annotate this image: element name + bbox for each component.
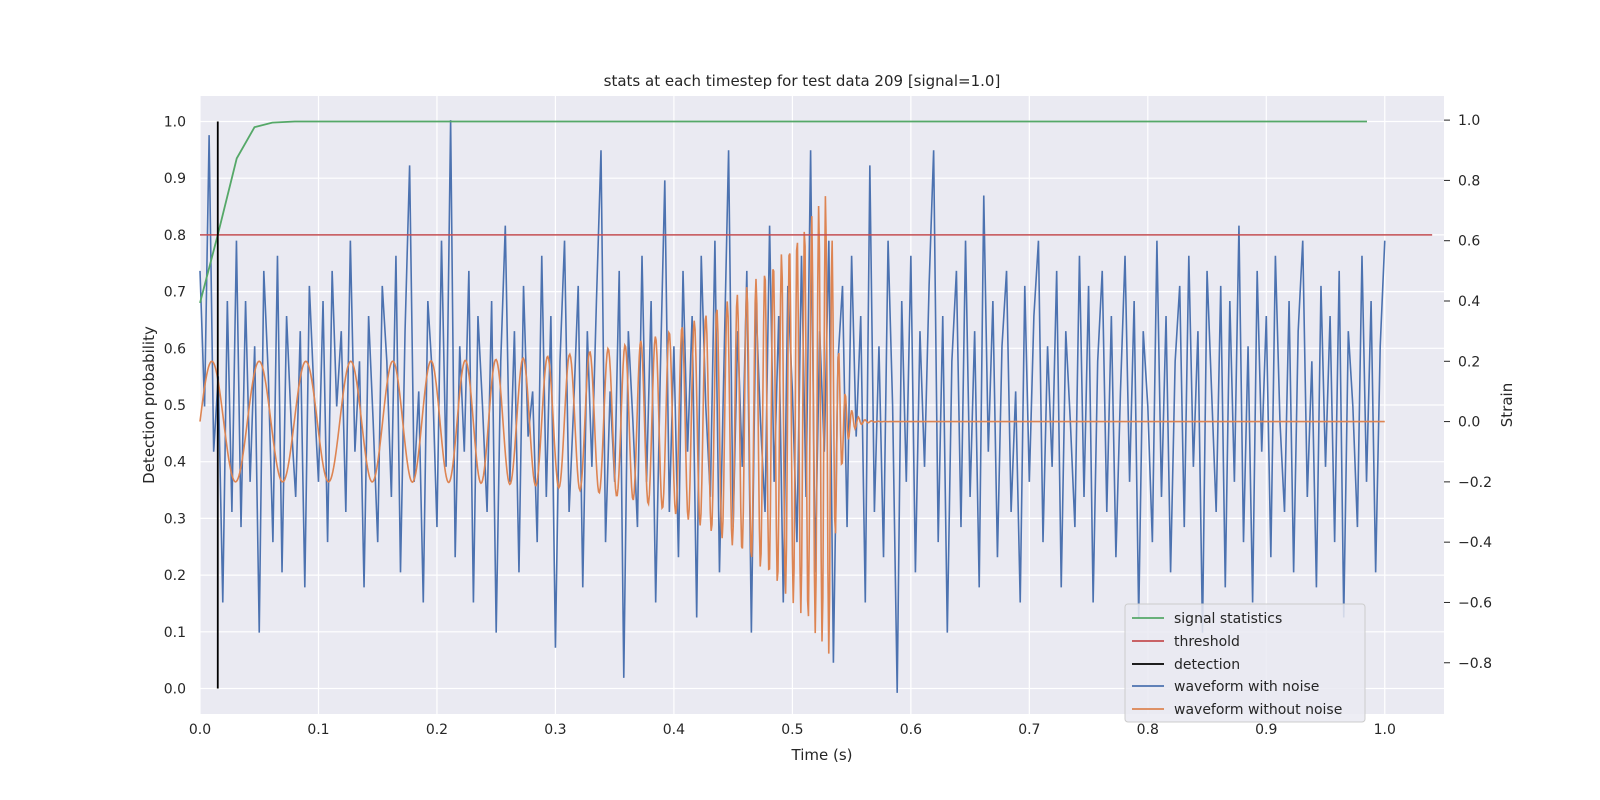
x-tick-label: 0.5 <box>781 722 803 738</box>
series-waveform-with-noise <box>199 120 1386 693</box>
x-tick-label: 0.9 <box>1255 722 1277 738</box>
y-right-tick-label: −0.2 <box>1458 475 1492 491</box>
y-left-tick-label: 0.0 <box>164 681 186 697</box>
x-tick-label: 1.0 <box>1374 722 1396 738</box>
y-right-tick-label: 0.8 <box>1458 173 1480 189</box>
x-tick-label: 0.8 <box>1137 722 1159 738</box>
x-tick-label: 0.7 <box>1018 722 1040 738</box>
y-axis-left-ticks: 0.0 0.1 0.2 0.3 0.4 0.5 0.6 0.7 0.8 0.9 1.0 <box>164 115 186 698</box>
y-right-tick-label: 0.2 <box>1458 354 1480 370</box>
y-left-tick-label: 0.6 <box>164 341 186 357</box>
x-tick-label: 0.3 <box>544 722 566 738</box>
y-right-tick-label: 0.6 <box>1458 234 1480 250</box>
x-axis-ticks: 0.0 0.1 0.2 0.3 0.4 0.5 0.6 0.7 0.8 0.9 1.0 <box>189 722 1396 738</box>
legend-label-waveform-with-noise: waveform with noise <box>1174 679 1319 695</box>
y-left-tick-label: 0.9 <box>164 171 186 187</box>
y-axis-left-label: Detection probability <box>140 326 158 484</box>
y-right-tick-label: 1.0 <box>1458 113 1480 129</box>
chart-title: stats at each timestep for test data 209… <box>604 72 1001 90</box>
y-left-tick-label: 0.5 <box>164 398 186 414</box>
legend-label-waveform-without-noise: waveform without noise <box>1174 702 1342 718</box>
y-left-tick-label: 0.1 <box>164 625 186 641</box>
x-tick-label: 0.6 <box>900 722 922 738</box>
y-left-tick-label: 0.8 <box>164 228 186 244</box>
series-waveform-without-noise <box>199 196 1385 654</box>
y-left-tick-label: 1.0 <box>164 115 186 131</box>
y-right-tick-label: −0.6 <box>1458 595 1492 611</box>
x-tick-label: 0.0 <box>189 722 211 738</box>
y-axis-right-label: Strain <box>1498 383 1516 427</box>
y-left-tick-label: 0.4 <box>164 455 186 471</box>
y-left-tick-label: 0.3 <box>164 511 186 527</box>
x-axis-label: Time (s) <box>791 746 853 764</box>
series-lines <box>199 120 1433 693</box>
y-right-tick-label: 0.0 <box>1458 415 1480 431</box>
y-left-tick-label: 0.7 <box>164 285 186 301</box>
legend: signal statistics threshold detection wa… <box>1124 603 1366 723</box>
legend-label-detection: detection <box>1174 657 1240 673</box>
series-signal-statistics <box>199 120 1367 304</box>
y-axis-right-ticks: −0.8 −0.6 −0.4 −0.2 0.0 0.2 0.4 0.6 0.8 1.0 <box>1444 113 1492 672</box>
x-tick-label: 0.4 <box>663 722 685 738</box>
x-tick-label: 0.2 <box>426 722 448 738</box>
x-tick-label: 0.1 <box>307 722 329 738</box>
legend-label-threshold: threshold <box>1174 634 1240 650</box>
y-right-tick-label: 0.4 <box>1458 294 1480 310</box>
legend-label-signal-statistics: signal statistics <box>1174 611 1282 627</box>
y-right-tick-label: −0.8 <box>1458 656 1492 672</box>
y-left-tick-label: 0.2 <box>164 568 186 584</box>
legend-box <box>1124 603 1366 723</box>
y-right-tick-label: −0.4 <box>1458 535 1492 551</box>
